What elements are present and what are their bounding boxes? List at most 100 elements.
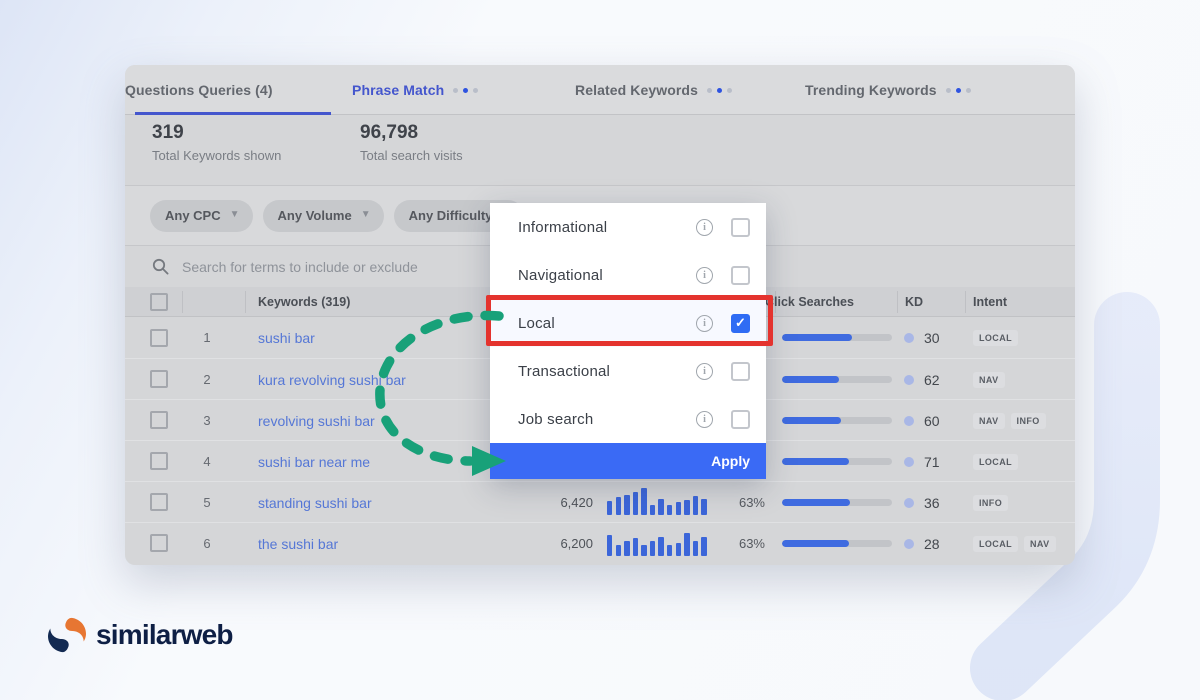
bar-fill xyxy=(782,458,850,465)
dropdown-item-transactional[interactable]: Transactional i xyxy=(490,347,766,395)
keyword-link[interactable]: revolving sushi bar xyxy=(258,412,375,429)
dropdown-item-navigational[interactable]: Navigational i xyxy=(490,251,766,299)
column-divider xyxy=(965,291,966,313)
intent-badge: NAV xyxy=(973,371,1005,388)
trend-bar xyxy=(667,545,673,556)
dropdown-item-job-search[interactable]: Job search i xyxy=(490,395,766,443)
table-row: 5 standing sushi bar 6,420 63% 36 INFO xyxy=(125,481,1075,522)
row-checkbox[interactable] xyxy=(150,411,168,429)
click-searches-bar xyxy=(782,376,892,383)
column-divider xyxy=(775,291,776,313)
row-rank: 2 xyxy=(203,372,211,387)
trend-bar xyxy=(607,500,613,515)
kd-value: 71 xyxy=(924,453,940,470)
dropdown-items: Informational i Navigational i Local i ✓… xyxy=(490,203,766,443)
intent-badges: NAV xyxy=(973,359,1005,400)
tab-label: Phrase Match xyxy=(352,82,445,98)
tab-label: Related Keywords xyxy=(575,82,698,98)
kd-dot-icon xyxy=(904,539,914,549)
trend-bar xyxy=(692,541,699,556)
bar-fill xyxy=(782,499,851,506)
click-searches-bar xyxy=(782,334,892,341)
tab-related-keywords[interactable]: Related Keywords xyxy=(575,65,732,115)
kd-dot-icon xyxy=(904,498,914,508)
trend-bar xyxy=(701,499,707,515)
pagination-dots-icon xyxy=(706,87,732,93)
dropdown-checkbox[interactable]: ✓ xyxy=(731,313,750,333)
info-icon[interactable]: i xyxy=(696,266,713,284)
keyword-link[interactable]: kura revolving sushi bar xyxy=(258,371,406,388)
stat: 319 Total Keywords shown xyxy=(152,122,281,163)
tab-trending-keywords[interactable]: Trending Keywords xyxy=(805,65,971,115)
row-checkbox[interactable] xyxy=(150,328,168,347)
similarweb-logo: similarweb xyxy=(48,616,234,654)
row-checkbox[interactable] xyxy=(150,370,168,388)
trend-bar xyxy=(667,504,673,515)
keyword-link[interactable]: the sushi bar xyxy=(258,535,339,552)
trend-bar xyxy=(607,535,613,556)
keyword-link[interactable]: sushi bar near me xyxy=(258,453,371,470)
filter-pill-label: Any Difficulty xyxy=(408,208,493,223)
row-rank: 4 xyxy=(203,454,211,469)
dropdown-item-informational[interactable]: Informational i xyxy=(490,203,766,251)
trend-bar xyxy=(692,495,699,515)
row-checkbox[interactable] xyxy=(150,452,168,470)
header-click-searches: Click Searches xyxy=(765,295,854,309)
chevron-down-icon: ▼ xyxy=(360,209,371,220)
kd-value: 60 xyxy=(924,412,940,429)
keyword-link[interactable]: sushi bar xyxy=(258,329,315,346)
intent-badges: LOCAL xyxy=(973,317,1018,358)
header-keywords: Keywords (319) xyxy=(258,295,351,309)
trend-bar xyxy=(615,496,621,515)
info-icon[interactable]: i xyxy=(696,410,713,428)
click-share-value: 63% xyxy=(738,536,765,551)
intent-badge: INFO xyxy=(1010,412,1046,429)
click-share-value: 63% xyxy=(738,495,765,510)
filter-pill-any-volume[interactable]: Any Volume ▼ xyxy=(262,199,384,232)
stat: 96,798 Total search visits xyxy=(360,122,463,163)
trend-bar xyxy=(624,541,630,556)
dropdown-checkbox[interactable] xyxy=(731,265,750,285)
dropdown-checkbox[interactable] xyxy=(731,217,750,237)
kd-value: 62 xyxy=(924,371,940,388)
dropdown-item-label: Transactional xyxy=(518,362,611,380)
info-icon[interactable]: i xyxy=(696,314,713,332)
dropdown-checkbox[interactable] xyxy=(731,361,750,381)
click-searches-bar xyxy=(782,417,892,424)
dropdown-checkbox[interactable] xyxy=(731,409,750,429)
pagination-dots-icon xyxy=(453,87,479,93)
keyword-link[interactable]: standing sushi bar xyxy=(258,494,372,511)
intent-filter-dropdown: Informational i Navigational i Local i ✓… xyxy=(490,203,766,479)
trend-bar xyxy=(658,499,664,515)
trend-bar xyxy=(641,545,647,556)
tab-phrase-match[interactable]: Phrase Match xyxy=(352,65,479,115)
kd-value: 28 xyxy=(924,535,940,552)
row-rank: 6 xyxy=(203,536,211,551)
apply-button[interactable]: Apply xyxy=(490,443,766,479)
row-checkbox[interactable] xyxy=(150,534,168,552)
select-all-checkbox[interactable] xyxy=(150,293,168,311)
filter-pill-any-cpc[interactable]: Any CPC ▼ xyxy=(150,199,253,232)
dropdown-item-local[interactable]: Local i ✓ xyxy=(490,299,766,347)
trend-bar xyxy=(615,545,621,556)
intent-badge: NAV xyxy=(973,412,1005,429)
kd-dot-icon xyxy=(904,375,914,385)
tab-bar: Phrase Match Related Keywords Trending K… xyxy=(125,65,1075,115)
bar-fill xyxy=(782,334,853,341)
kd-dot-icon xyxy=(904,333,914,343)
row-checkbox[interactable] xyxy=(150,493,168,511)
trend-bar xyxy=(649,541,656,556)
header-intent: Intent xyxy=(973,295,1008,309)
search-icon xyxy=(152,258,169,275)
chevron-down-icon: ▼ xyxy=(229,209,240,220)
stat-value: 319 xyxy=(152,122,184,143)
trend-bar xyxy=(675,501,682,515)
volume-trend-histogram xyxy=(607,529,713,556)
bar-fill xyxy=(782,376,840,383)
info-icon[interactable]: i xyxy=(696,218,713,236)
tab-questions-queries-4[interactable]: Questions Queries (4) xyxy=(125,65,273,115)
tab-label: Trending Keywords xyxy=(805,82,937,98)
bar-fill xyxy=(782,540,850,547)
trend-bar xyxy=(649,504,656,515)
info-icon[interactable]: i xyxy=(696,362,713,380)
